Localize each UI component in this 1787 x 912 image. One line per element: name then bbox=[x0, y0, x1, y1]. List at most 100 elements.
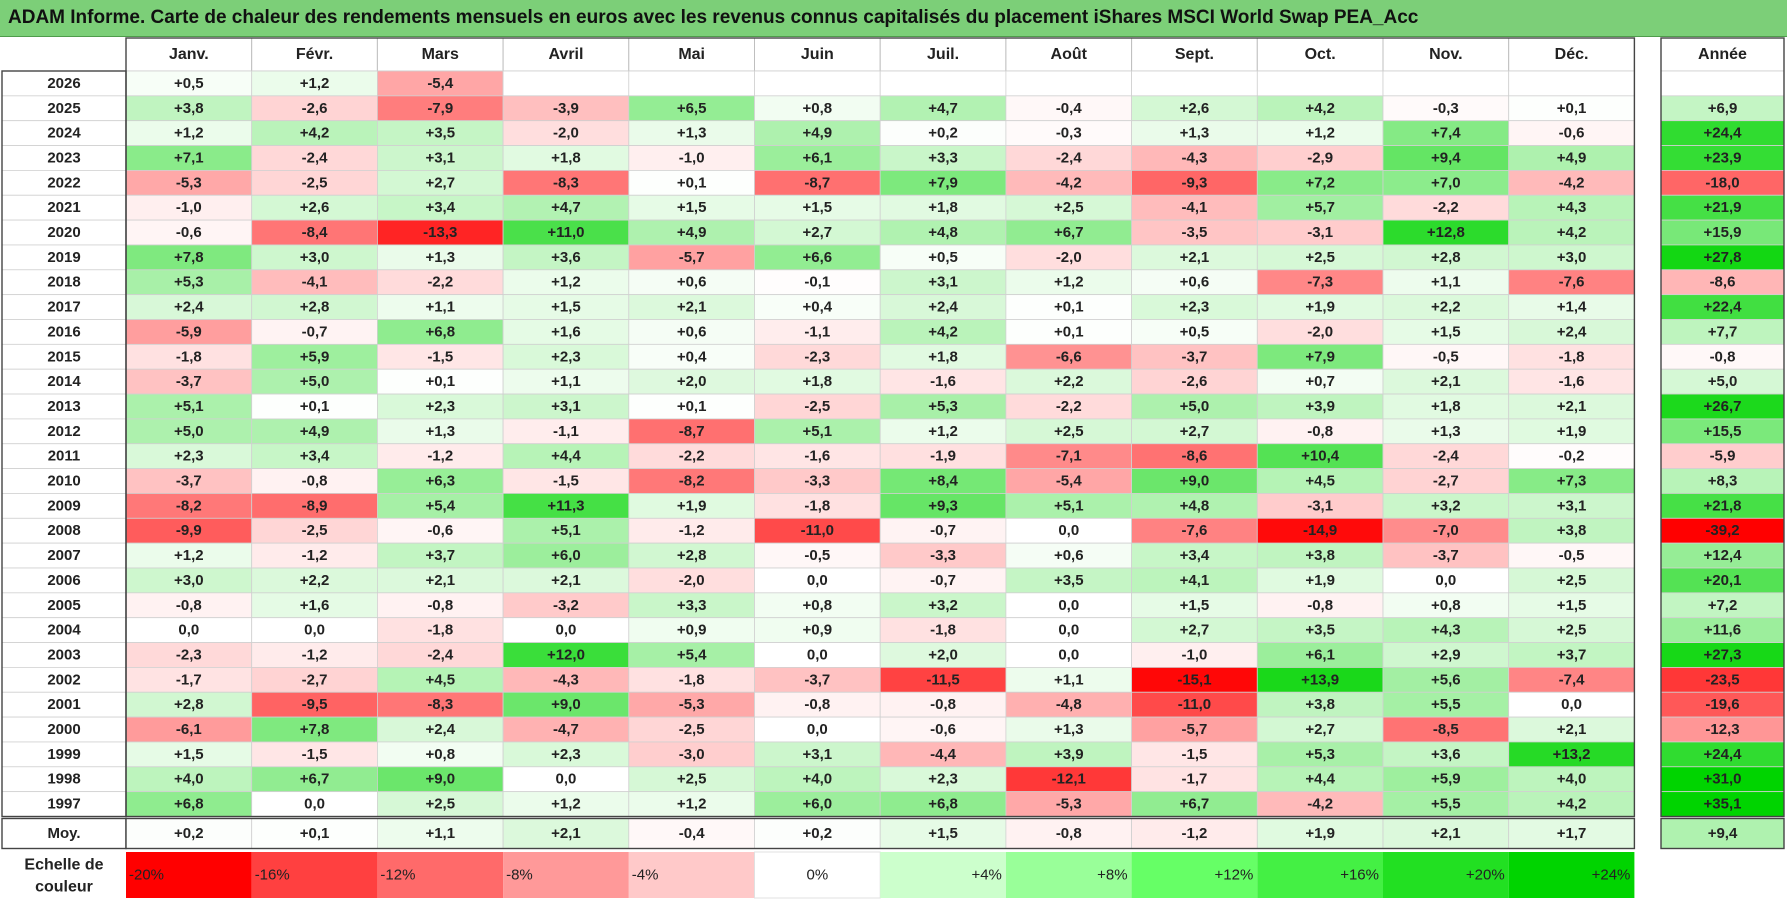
heatmap-cell-value: +4,2 bbox=[1305, 100, 1335, 117]
year-cell bbox=[1, 766, 127, 793]
heatmap-cell bbox=[1256, 219, 1384, 246]
heatmap-cell-value: -1,5 bbox=[302, 746, 328, 763]
heatmap-cell-value: -8,7 bbox=[679, 423, 705, 440]
heatmap-cell bbox=[1131, 567, 1258, 594]
heatmap-cell bbox=[1382, 294, 1510, 320]
heatmap-cell bbox=[628, 691, 755, 718]
heatmap-cell bbox=[879, 443, 1007, 470]
heatmap-cell-value: 0,0 bbox=[1058, 522, 1079, 539]
heatmap-cell bbox=[251, 145, 378, 171]
heatmap-cell-value: +9,0 bbox=[1180, 473, 1210, 490]
heatmap-cell-value: -4,1 bbox=[1182, 199, 1208, 216]
heatmap-cell bbox=[628, 70, 755, 97]
average-cell bbox=[879, 818, 1007, 849]
heatmap-cell-value: +1,5 bbox=[1557, 597, 1587, 614]
heatmap-cell-value: -2,0 bbox=[679, 572, 705, 589]
heatmap-cell-value: -2,3 bbox=[176, 646, 202, 663]
heatmap-cell-value: +3,9 bbox=[1305, 398, 1335, 415]
heatmap-cell bbox=[1382, 667, 1510, 693]
heatmap-cell bbox=[1131, 194, 1258, 221]
heatmap-cell-value: +1,8 bbox=[928, 199, 958, 216]
heatmap-cell-value: -2,0 bbox=[1056, 249, 1082, 266]
heatmap-cell bbox=[1256, 244, 1384, 271]
heatmap-cell bbox=[376, 493, 504, 519]
heatmap-cell-value: -1,6 bbox=[804, 448, 830, 465]
annual-cell-value: -12,3 bbox=[1705, 721, 1739, 738]
heatmap-cell-value: +1,6 bbox=[300, 597, 330, 614]
heatmap-cell-value: -2,5 bbox=[302, 522, 328, 539]
heatmap-cell bbox=[754, 592, 881, 619]
annual-cell bbox=[1660, 169, 1785, 196]
average-cell bbox=[1131, 818, 1258, 849]
heatmap-cell bbox=[1005, 791, 1133, 817]
heatmap-cell-value: +1,5 bbox=[1431, 323, 1461, 340]
heatmap-cell bbox=[502, 70, 630, 97]
month-header-label: Nov. bbox=[1429, 46, 1462, 63]
heatmap-cell bbox=[1508, 443, 1635, 470]
heatmap-cell-value: -4,1 bbox=[302, 274, 328, 291]
heatmap-cell bbox=[754, 269, 881, 296]
year-cell bbox=[1, 517, 127, 544]
heatmap-cell-value: -5,7 bbox=[679, 249, 705, 266]
heatmap-cell bbox=[502, 443, 630, 470]
heatmap-cell bbox=[502, 95, 630, 122]
heatmap-cell-value: +0,7 bbox=[1305, 373, 1335, 390]
annual-cell-value: +35,1 bbox=[1704, 796, 1742, 813]
heatmap-cell bbox=[754, 343, 881, 370]
heatmap-cell bbox=[1005, 95, 1133, 122]
heatmap-cell bbox=[251, 194, 378, 221]
year-cell bbox=[1, 95, 127, 122]
heatmap-cell-value: -2,4 bbox=[427, 646, 454, 663]
annual-cell-value: -39,2 bbox=[1705, 522, 1739, 539]
heatmap-cell bbox=[1382, 468, 1510, 494]
heatmap-cell bbox=[754, 120, 881, 146]
heatmap-cell bbox=[1382, 244, 1510, 271]
heatmap-cell-value: +2,4 bbox=[928, 299, 958, 316]
scale-swatch bbox=[126, 852, 252, 898]
heatmap-cell bbox=[1508, 716, 1635, 743]
annual-cell bbox=[1660, 70, 1785, 97]
heatmap-cell-value: +1,9 bbox=[1557, 423, 1587, 440]
heatmap-cell-value: +2,8 bbox=[677, 547, 707, 564]
heatmap-cell bbox=[754, 70, 881, 97]
year-cell bbox=[1, 468, 127, 494]
heatmap-cell-value: +3,8 bbox=[1305, 547, 1335, 564]
heatmap-cell-value: -4,8 bbox=[1056, 696, 1082, 713]
scale-step-label: +4% bbox=[971, 867, 1001, 884]
annual-cell bbox=[1660, 567, 1785, 594]
heatmap-cell-value: -3,3 bbox=[930, 547, 956, 564]
heatmap-cell bbox=[879, 393, 1007, 420]
heatmap-cell-value: +0,1 bbox=[677, 174, 707, 191]
heatmap-cell-value: +4,4 bbox=[1305, 771, 1335, 788]
heatmap-cell-value: -1,6 bbox=[1559, 373, 1585, 390]
heatmap-cell-value: -11,5 bbox=[926, 671, 959, 688]
heatmap-cell bbox=[1005, 691, 1133, 718]
heatmap-cell-value: +9,0 bbox=[551, 696, 581, 713]
heatmap-cell-value: +4,0 bbox=[174, 771, 204, 788]
heatmap-cell-value: +0,8 bbox=[1431, 597, 1461, 614]
heatmap-cell bbox=[1131, 319, 1258, 345]
heatmap-cell-value: +2,4 bbox=[425, 721, 455, 738]
heatmap-cell-value: -8,2 bbox=[176, 497, 202, 514]
scale-swatch bbox=[1131, 852, 1258, 898]
year-label: 2018 bbox=[47, 274, 80, 291]
heatmap-cell bbox=[1508, 95, 1635, 122]
heatmap-cell bbox=[1256, 791, 1384, 817]
heatmap-cell-value: +1,5 bbox=[551, 299, 581, 316]
heatmap-cell-value: -2,2 bbox=[427, 274, 453, 291]
heatmap-cell-value: +5,5 bbox=[1431, 696, 1461, 713]
heatmap-cell bbox=[879, 194, 1007, 221]
heatmap-cell-value: +3,7 bbox=[1557, 646, 1587, 663]
annual-cell-value: +7,7 bbox=[1708, 323, 1738, 340]
heatmap-cell-value: +1,5 bbox=[1180, 597, 1210, 614]
year-cell bbox=[1, 617, 127, 643]
heatmap-cell-value: -3,9 bbox=[553, 100, 579, 117]
heatmap-cell bbox=[754, 741, 881, 768]
heatmap-cell bbox=[125, 145, 253, 171]
heatmap-cell-value: -5,9 bbox=[176, 323, 202, 340]
heatmap-cell bbox=[251, 368, 378, 395]
heatmap-cell bbox=[1256, 642, 1384, 668]
annual-cell-value: +8,3 bbox=[1708, 473, 1738, 490]
heatmap-cell-value: +2,2 bbox=[300, 572, 330, 589]
heatmap-cell bbox=[754, 368, 881, 395]
